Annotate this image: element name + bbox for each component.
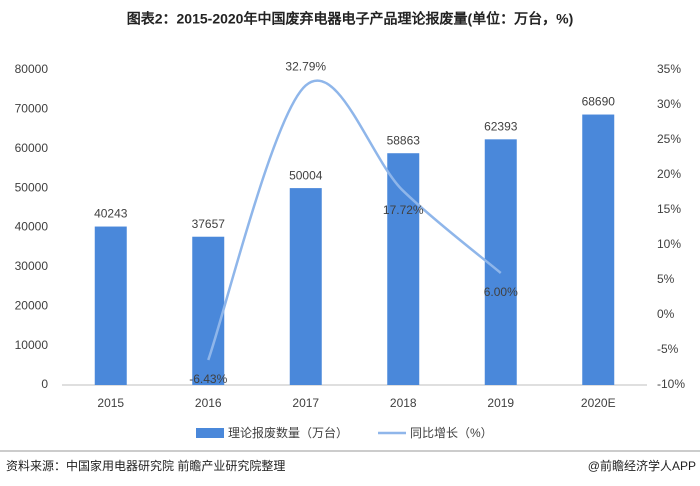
y2-tick-label: 35% (657, 62, 681, 76)
bar (289, 188, 322, 385)
y2-tick-label: 20% (657, 167, 681, 181)
line-value-label: 6.00% (484, 285, 518, 299)
y2-tick-label: 0% (657, 307, 675, 321)
bar-value-label: 50004 (289, 168, 323, 182)
line-value-label: -6.43% (189, 372, 227, 386)
line (207, 79, 502, 361)
credit: @前瞻经济学人APP (588, 458, 696, 473)
source: 资料来源：中国家用电器研究院 前瞻产业研究院整理 (6, 458, 285, 473)
line-value-label: 17.72% (383, 203, 424, 217)
bar-value-label: 40243 (94, 207, 128, 221)
bar-value-label: 37657 (192, 217, 226, 231)
y-tick-label: 60000 (15, 141, 49, 155)
y2-tick-label: 10% (657, 237, 681, 251)
chart-title: 图表2：2015-2020年中国废弃电器电子产品理论报废量(单位：万台，%) (127, 11, 574, 27)
x-tick-label: 2020E (581, 396, 616, 410)
y2-tick-label: 5% (657, 272, 675, 286)
x-tick-label: 2016 (195, 396, 222, 410)
bar (484, 139, 517, 385)
bar-value-label: 62393 (484, 119, 518, 133)
legend-label: 同比增长（%） (410, 426, 493, 440)
y-tick-label: 70000 (15, 102, 49, 116)
bar (582, 114, 615, 385)
bar-value-label: 68690 (582, 95, 616, 109)
bar (387, 153, 420, 385)
x-tick-label: 2017 (292, 396, 319, 410)
y-tick-label: 30000 (15, 259, 49, 273)
y-tick-label: 20000 (15, 298, 49, 312)
y2-tick-label: -5% (657, 342, 679, 356)
legend-swatch (196, 428, 224, 438)
x-tick-label: 2015 (97, 396, 124, 410)
x-tick-label: 2019 (487, 396, 514, 410)
bar-value-label: 58863 (387, 133, 421, 147)
y-tick-label: 50000 (15, 180, 49, 194)
y-tick-label: 40000 (15, 220, 49, 234)
y2-tick-label: 25% (657, 132, 681, 146)
y2-tick-label: -10% (657, 377, 685, 391)
legend-label: 理论报废数量（万台） (228, 425, 348, 440)
y-tick-label: 10000 (15, 338, 49, 352)
bar (192, 236, 225, 385)
line-value-label: 32.79% (285, 60, 326, 74)
y2-tick-label: 15% (657, 202, 681, 216)
y-tick-label: 80000 (15, 62, 49, 76)
x-tick-label: 2018 (390, 396, 417, 410)
y-tick-label: 0 (41, 377, 48, 391)
y2-tick-label: 30% (657, 97, 681, 111)
bar (94, 226, 127, 385)
